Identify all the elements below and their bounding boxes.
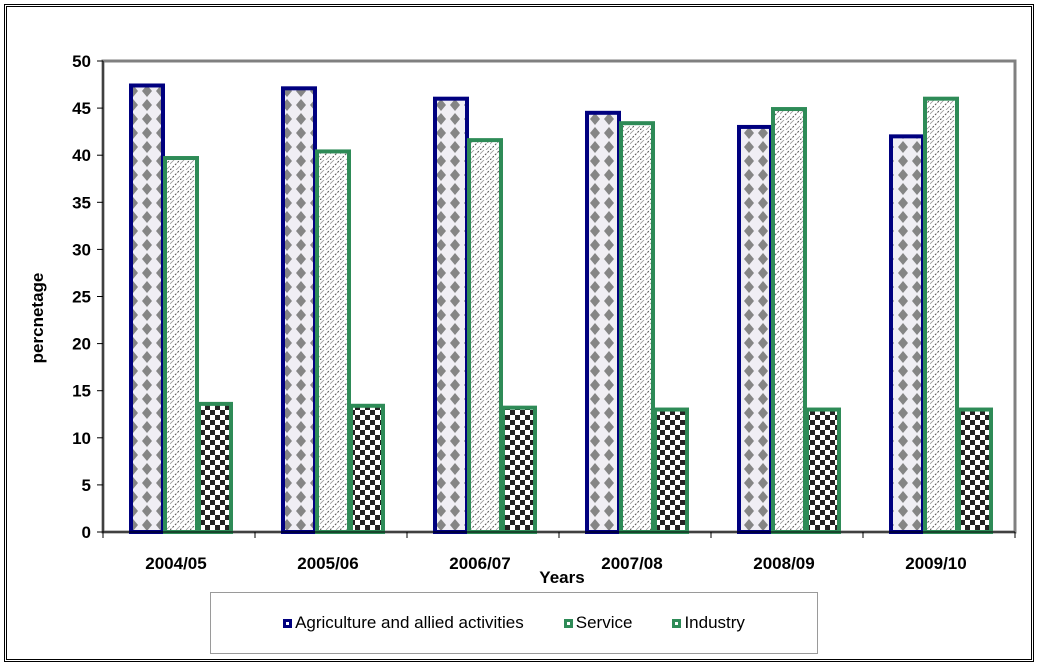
legend-item-agriculture: Agriculture and allied activities xyxy=(283,613,524,633)
x-tick-label: 2006/07 xyxy=(449,554,510,573)
legend-item-industry: Industry xyxy=(672,613,745,633)
bar-industry-2009-10 xyxy=(957,407,993,535)
bar-agriculture-2009-10 xyxy=(889,134,925,535)
y-tick-label: 40 xyxy=(72,146,91,165)
x-tick-label: 2007/08 xyxy=(601,554,662,573)
y-tick-label: 30 xyxy=(72,240,91,259)
legend-swatch-service xyxy=(563,618,573,628)
bar-industry-2005-06 xyxy=(349,403,385,534)
bar-agriculture-2007-08 xyxy=(585,110,621,534)
legend-swatch-agriculture xyxy=(283,618,293,628)
y-tick-label: 20 xyxy=(72,335,91,354)
bar-industry-2007-08 xyxy=(653,407,689,535)
legend-item-service: Service xyxy=(563,613,633,633)
y-tick-label: 50 xyxy=(72,52,91,71)
y-tick-label: 0 xyxy=(82,523,91,542)
bar-agriculture-2005-06 xyxy=(281,86,317,535)
legend-swatch-industry xyxy=(672,618,682,628)
y-tick-label: 35 xyxy=(72,193,91,212)
y-axis-title: percnetage xyxy=(28,273,47,364)
bar-agriculture-2008-09 xyxy=(737,124,773,534)
legend-label-industry: Industry xyxy=(684,613,745,632)
y-tick-label: 10 xyxy=(72,429,91,448)
y-tick-label: 25 xyxy=(72,288,91,307)
y-tick-label: 15 xyxy=(72,382,91,401)
x-ticks: 2004/05 2005/06 2006/07 2007/08 2008/09 2009/… xyxy=(102,532,1016,573)
legend-label-agriculture: Agriculture and allied activities xyxy=(295,613,524,632)
x-tick-label: 2005/06 xyxy=(297,554,358,573)
bar-industry-2006-07 xyxy=(501,405,537,535)
y-ticks: 0 5 10 15 20 25 30 35 40 45 50 xyxy=(72,52,103,542)
bar-industry-2008-09 xyxy=(805,407,841,535)
legend: Agriculture and allied activities Servic… xyxy=(210,592,818,654)
bar-service-2006-07 xyxy=(467,138,503,535)
plot-area xyxy=(101,59,1017,534)
y-tick-label: 5 xyxy=(82,476,91,495)
bar-service-2005-06 xyxy=(315,149,351,534)
x-axis-title: Years xyxy=(539,568,584,587)
x-tick-label: 2004/05 xyxy=(145,554,206,573)
bar-agriculture-2004-05 xyxy=(129,83,165,534)
chart-frame xyxy=(4,4,1034,662)
bar-agriculture-2006-07 xyxy=(433,96,469,535)
x-tick-label: 2008/09 xyxy=(753,554,814,573)
bar-service-2007-08 xyxy=(619,121,655,534)
bar-service-2008-09 xyxy=(771,107,807,535)
bar-industry-2004-05 xyxy=(197,401,233,534)
bar-service-2009-10 xyxy=(923,96,959,535)
x-tick-label: 2009/10 xyxy=(905,554,966,573)
legend-label-service: Service xyxy=(575,613,633,632)
y-tick-label: 45 xyxy=(72,99,91,118)
bar-service-2004-05 xyxy=(163,156,199,534)
